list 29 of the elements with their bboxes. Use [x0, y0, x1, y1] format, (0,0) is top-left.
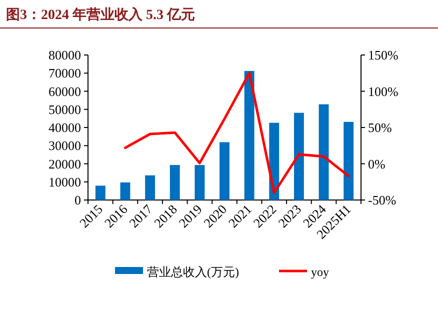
y-tick-label: 20000 — [48, 156, 81, 172]
y2-tick-label: 150% — [368, 48, 398, 62]
bar — [244, 70, 254, 200]
y-tick-label: 0 — [74, 192, 81, 208]
legend-label: 营业总收入(万元) — [147, 265, 239, 279]
x-tick-label: 2021 — [225, 202, 254, 231]
chart-title: 图3：2024 年营业收入 5.3 亿元 — [6, 7, 195, 23]
y-tick-label: 60000 — [48, 84, 81, 99]
bar — [344, 122, 354, 200]
y-tick-label: 40000 — [48, 120, 81, 135]
y-tick-label: 10000 — [48, 174, 81, 190]
bar — [170, 165, 180, 200]
legend-label: yoy — [311, 265, 329, 279]
bar — [294, 112, 304, 200]
bar — [318, 104, 329, 200]
y-tick-label: 70000 — [48, 66, 81, 81]
line-series — [124, 72, 350, 194]
y-tick-label: 80000 — [48, 48, 81, 62]
y2-tick-label: 0% — [368, 156, 386, 172]
y2-tick-label: 100% — [368, 84, 398, 99]
y2-tick-label: 50% — [368, 120, 392, 135]
bar — [220, 142, 230, 200]
bar — [194, 165, 205, 200]
bar — [120, 182, 130, 200]
bar — [145, 175, 156, 200]
y-tick-label: 50000 — [48, 102, 81, 117]
y2-tick-label: -50% — [368, 192, 396, 208]
bar — [95, 186, 106, 200]
y-tick-label: 30000 — [48, 138, 81, 154]
